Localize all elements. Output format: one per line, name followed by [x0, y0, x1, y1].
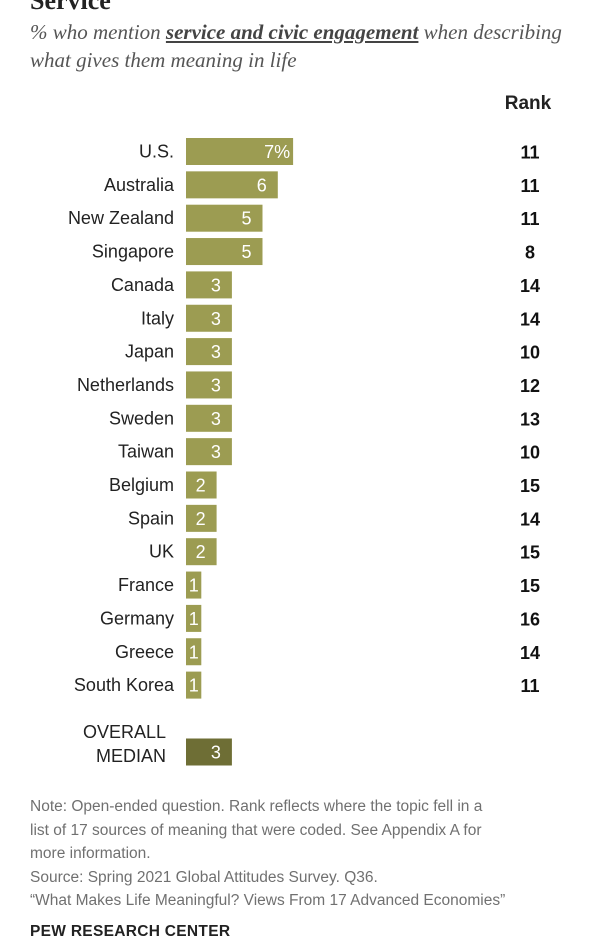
note-line: list of 17 sources of meaning that were … [30, 821, 482, 839]
rank-value: 14 [520, 276, 540, 296]
bar-value-label: 1 [189, 642, 199, 662]
bar [186, 638, 202, 666]
bar-value-label: 5 [241, 209, 251, 229]
median-bar [186, 738, 232, 766]
bar-value-label: 1 [189, 576, 199, 596]
bar-value-label: 3 [211, 309, 221, 329]
median-label-line: OVERALL [83, 722, 166, 742]
bar-value-label: 5 [241, 242, 251, 262]
bar-value-label: 2 [196, 509, 206, 529]
bar [186, 538, 217, 566]
subtitle-tail: when describing what gives them meaning … [30, 20, 562, 72]
bar [186, 504, 217, 532]
category-label: South Korea [74, 675, 175, 695]
category-label: Italy [141, 308, 174, 328]
bar-value-label: 1 [189, 676, 199, 696]
bar-value-label: 3 [211, 375, 221, 395]
category-label: Canada [111, 275, 175, 295]
rank-value: 14 [520, 509, 540, 529]
category-label: Spain [128, 508, 174, 528]
note-line: more information. [30, 845, 151, 862]
bar-value-label: 3 [211, 442, 221, 462]
bar [186, 438, 232, 466]
category-label: Greece [115, 642, 174, 662]
rank-value: 14 [520, 643, 540, 663]
rank-value: 8 [525, 243, 535, 263]
rank-value: 10 [520, 443, 540, 463]
note-line: Note: Open-ended question. Rank reflects… [30, 798, 483, 815]
bar [186, 671, 202, 699]
chart-notes: Note: Open-ended question. Rank reflects… [30, 795, 575, 913]
rank-value: 10 [520, 343, 540, 363]
bar-value-label: 1 [189, 609, 199, 629]
bar-value-label: 2 [196, 476, 206, 496]
bar-value-label: 2 [196, 542, 206, 562]
bar-value-label: 3 [211, 409, 221, 429]
category-label: UK [149, 542, 174, 562]
rank-value: 11 [520, 676, 539, 696]
category-label: Netherlands [77, 375, 174, 395]
rank-value: 11 [520, 176, 539, 196]
bar [186, 204, 263, 232]
subtitle-topic: service and civic engagement [165, 20, 419, 44]
bar [186, 304, 232, 332]
median-value-label: 3 [211, 743, 221, 763]
median-label-line: MEDIAN [96, 746, 166, 766]
rank-value: 15 [520, 543, 540, 563]
bar [186, 338, 232, 366]
rank-value: 12 [520, 376, 540, 396]
bar [186, 138, 294, 165]
rank-value: 11 [520, 209, 539, 229]
category-label: Belgium [109, 475, 174, 495]
chart-subtitle: % who mention service and civic engageme… [30, 18, 575, 74]
bar [186, 571, 202, 599]
category-label: Sweden [109, 408, 174, 428]
bar [186, 271, 232, 299]
rank-value: 13 [520, 409, 540, 429]
category-label: New Zealand [68, 208, 174, 228]
bar-value-label: 3 [211, 342, 221, 362]
bar-value-label: 3 [211, 275, 221, 295]
category-label: France [118, 575, 174, 595]
bar [186, 238, 263, 266]
bar [186, 471, 217, 499]
category-label: Germany [100, 608, 174, 628]
category-label: Singapore [92, 242, 174, 262]
brand-logo-text: PEW RESEARCH CENTER [30, 923, 231, 940]
bar [186, 404, 232, 432]
bar [186, 371, 232, 399]
category-label: Japan [125, 342, 174, 362]
rank-value: 11 [520, 143, 539, 163]
rank-value: 14 [520, 309, 540, 329]
bar [186, 171, 278, 199]
source-line: “What Makes Life Meaningful? Views From … [30, 892, 506, 909]
bar [186, 604, 202, 632]
rank-value: 16 [520, 609, 540, 629]
bar-value-label: 7% [264, 142, 290, 162]
source-line: Source: Spring 2021 Global Attitudes Sur… [30, 868, 378, 886]
rank-column-header: Rank [504, 93, 552, 114]
category-label: U.S. [139, 142, 174, 162]
category-label: Australia [104, 175, 175, 195]
rank-value: 15 [520, 476, 540, 496]
chart-title-fragment: Service [30, 0, 111, 15]
subtitle-lead: % who mention [30, 20, 166, 44]
bar-value-label: 6 [257, 175, 267, 195]
category-label: Taiwan [118, 442, 174, 462]
rank-value: 15 [520, 576, 540, 596]
